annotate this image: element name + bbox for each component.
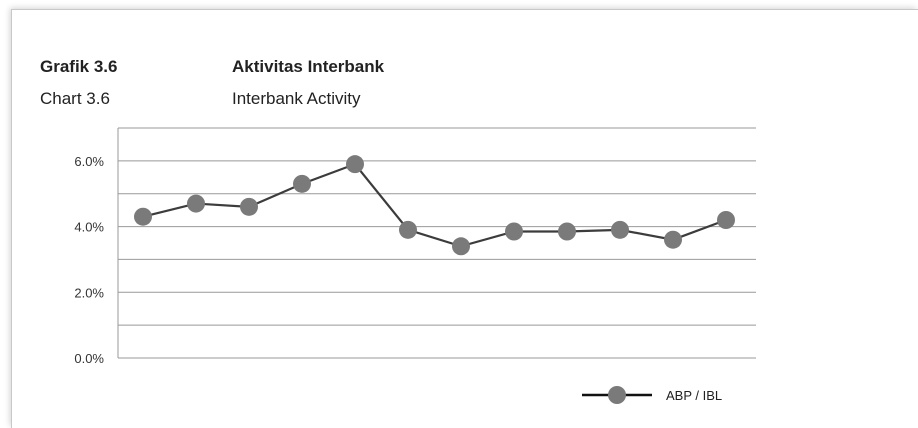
data-point xyxy=(240,197,258,216)
data-point xyxy=(293,174,311,193)
data-point xyxy=(664,230,682,249)
data-point xyxy=(505,222,523,241)
y-tick-label: 6.0% xyxy=(74,154,104,169)
data-point xyxy=(558,222,576,241)
chart-title-en: Interbank Activity xyxy=(232,89,361,108)
data-point xyxy=(187,194,205,213)
y-tick-label: 2.0% xyxy=(74,285,104,300)
data-point xyxy=(134,207,152,226)
data-point xyxy=(399,220,417,239)
y-tick-label: 4.0% xyxy=(74,220,104,235)
chart-title-id: Aktivitas Interbank xyxy=(232,57,385,76)
data-point xyxy=(346,155,364,174)
series-line xyxy=(142,162,727,248)
chart-label-id: Grafik 3.6 xyxy=(40,57,118,76)
y-tick-label: 0.0% xyxy=(74,351,104,366)
legend-label: ABP / IBL xyxy=(666,388,722,403)
data-point xyxy=(717,211,735,229)
data-point xyxy=(452,237,470,256)
chart-label-en: Chart 3.6 xyxy=(40,89,110,108)
legend-marker-icon xyxy=(608,386,626,404)
data-point xyxy=(611,220,629,239)
